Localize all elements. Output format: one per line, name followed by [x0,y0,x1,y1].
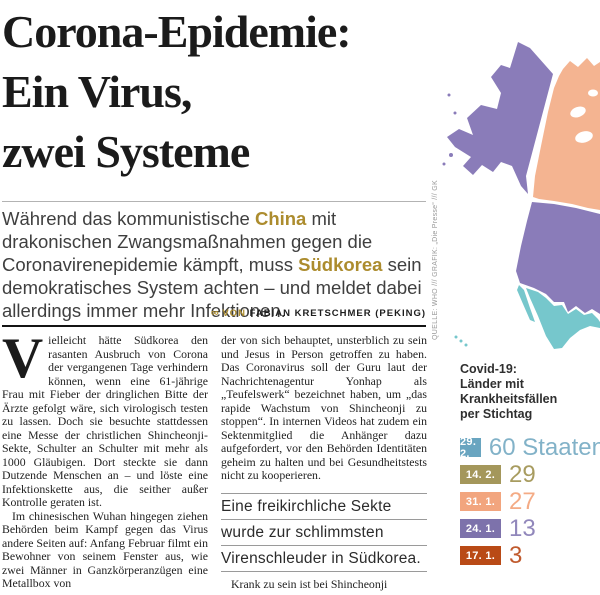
hawaii-island [464,343,468,347]
stat-rows: 29. 2. 60 Staaten 14. 2. 29 31. 1. 27 24… [460,434,600,569]
date-badge: 17. 1. [460,546,501,565]
lede-text: sein demokratisches System achten – und … [2,254,422,321]
date-badge: 24. 1. [460,519,501,538]
divider-thick [2,325,426,327]
covid-stats-title: Covid-19: Länder mit Krankheitsfällen per S… [460,362,600,422]
divider-thin [2,201,426,202]
col2-paragraph-2: Krank zu sein ist bei Shincheonji [231,576,388,591]
headline-line-2: Ein Virus, [2,66,192,117]
lede-text: mit drakonischen Zwangsmaßnahmen gegen d… [2,208,373,275]
byline-prefix: VON [222,308,250,319]
col1-paragraph-1: ielleicht hätte Südkorea den rasanten Au… [2,334,208,509]
aleutian-island [447,93,451,97]
article-headline: Corona-Epidemie: Ein Virus, zwei Systeme [2,2,442,182]
stat-value: 13 [509,515,536,542]
quote-line: wurde zur schlimmsten [221,518,427,545]
hawaii-island [459,339,463,343]
lake-shape [575,131,593,143]
date-badge: 14. 2. [460,465,501,484]
source-credit: QUELLE: WHO /// GRAFIK: „Die Presse“ ///… [432,180,439,340]
col2-paragraph-1: der von sich behauptet, unsterblich zu s… [221,334,427,482]
north-america-map [442,42,600,349]
headline-line-3: zwei Systeme [2,126,250,177]
lake-shape [570,106,586,118]
stat-value: 27 [509,488,536,515]
canada-region [533,58,600,210]
baja-california [517,285,535,322]
lede-keyword: China [254,208,307,229]
alaska-region [447,42,553,194]
stat-row: 17. 1. 3 [460,542,600,569]
lede-text: Während das kommunistische [2,208,255,229]
stat-row: 24. 1. 13 [460,515,600,542]
title-line: Krankheitsfällen [460,392,558,406]
quote-line: Virenschleuder in Südkorea. [221,544,427,571]
headline-line-1: Corona-Epidemie: [2,6,352,57]
body-column-2: der von sich behauptet, unsterblich zu s… [221,334,427,595]
stat-row: 31. 1. 27 [460,488,600,515]
stat-row: 14. 2. 29 [460,461,600,488]
stat-row: 29. 2. 60 Staaten [460,434,600,461]
byline-author: FABIAN KRETSCHMER (PEKING) [249,308,426,319]
hudson-bay [588,89,598,97]
pull-quote: Eine freikirchliche Sekte wurde zur schl… [221,492,427,572]
drop-cap: V [2,334,44,390]
usa-region [516,202,600,314]
aleutian-island [449,153,453,157]
covid-stats-panel: Covid-19: Länder mit Krankheitsfällen per S… [460,362,600,573]
glasses-icon: ∞ [210,307,219,319]
quote-line: Eine freikirchliche Sekte [221,492,427,519]
byline: ∞ VON FABIAN KRETSCHMER (PEKING) [2,307,426,319]
mexico-region [526,288,600,349]
lede-keyword: Südkorea [298,254,383,275]
stat-value: 29 [509,461,536,488]
date-badge: 29. 2. [460,436,481,460]
col1-paragraph-2: Im chinesischen Wuhan hingegen ziehen Be… [2,508,208,590]
aleutian-island [442,162,446,166]
stat-value: 60 Staaten [488,434,600,461]
title-line: Länder mit [460,377,524,391]
article-lede: Während das kommunistische China mit dra… [2,207,426,322]
title-line: per Stichtag [460,407,533,421]
stat-value: 3 [509,542,523,569]
date-badge: 31. 1. [460,492,501,511]
title-line: Covid-19: [460,362,517,376]
aleutian-island [453,111,457,115]
hawaii-island [454,335,458,339]
